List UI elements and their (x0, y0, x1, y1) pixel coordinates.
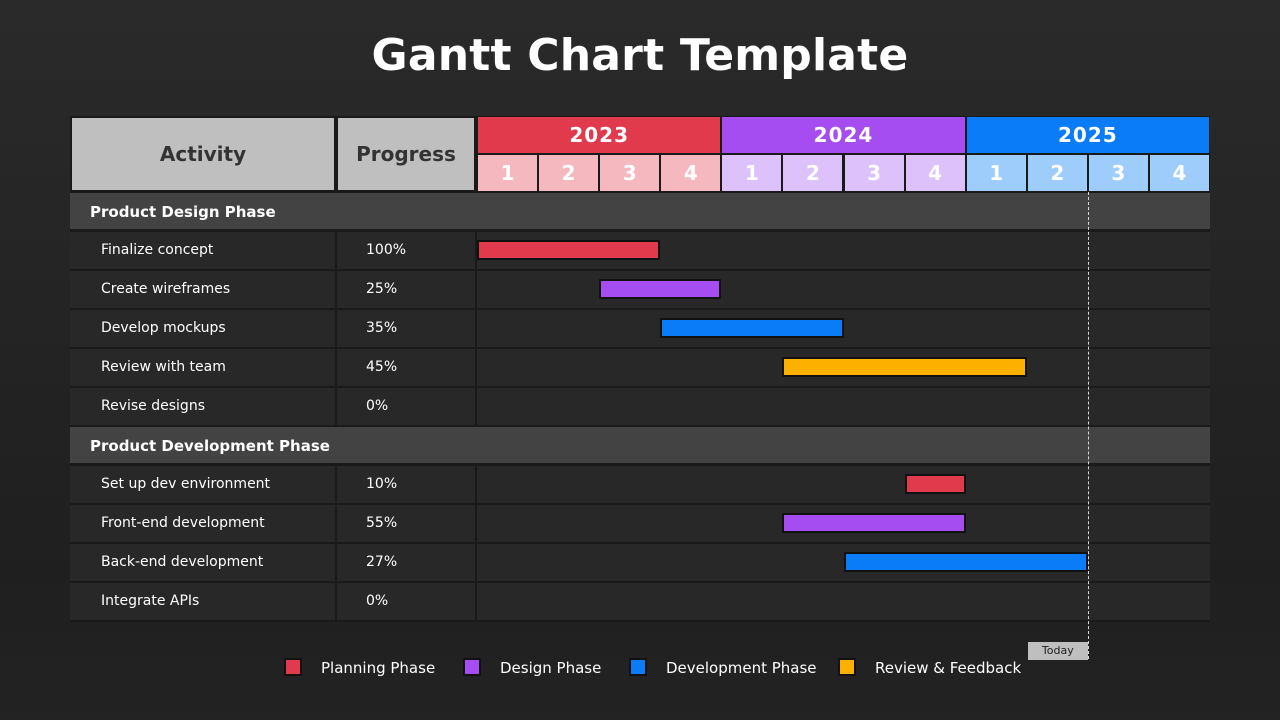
legend-label: Review & Feedback (875, 659, 1022, 677)
gantt-bar (599, 279, 722, 299)
progress-cell: 25% (337, 271, 475, 308)
activity-name: Back-end development (101, 554, 264, 570)
timeline-cell (477, 310, 1210, 347)
activity-name: Develop mockups (101, 320, 226, 336)
activity-name: Revise designs (101, 398, 205, 414)
quarter-header: 3 (843, 154, 905, 192)
progress-value: 0% (366, 398, 389, 414)
phase-label: Product Design Phase (90, 203, 276, 221)
progress-value: 0% (366, 593, 389, 609)
quarter-header: 3 (599, 154, 661, 192)
progress-cell: 0% (337, 388, 475, 425)
legend: Planning Phase Design Phase Development Ph… (0, 657, 1280, 681)
quarter-header: 2 (1026, 154, 1088, 192)
activity-cell: Finalize concept (70, 232, 335, 269)
activity-cell: Review with team (70, 349, 335, 386)
legend-swatch (284, 658, 302, 676)
progress-value: 35% (366, 320, 398, 336)
quarter-header: 2 (538, 154, 600, 192)
progress-cell: 45% (337, 349, 475, 386)
page-title: Gantt Chart Template (371, 30, 909, 81)
quarter-header: 4 (660, 154, 722, 192)
activity-column-header: Activity (70, 116, 336, 192)
today-label: Today (1027, 642, 1088, 660)
legend-label: Development Phase (666, 659, 817, 677)
progress-cell: 10% (337, 466, 475, 503)
activity-cell: Integrate APIs (70, 583, 335, 620)
phase-label: Product Development Phase (90, 437, 330, 455)
activity-cell: Back-end development (70, 544, 335, 581)
quarter-header: 1 (965, 154, 1027, 192)
activity-name: Front-end development (101, 515, 265, 531)
activity-cell: Revise designs (70, 388, 335, 425)
progress-value: 100% (366, 242, 407, 258)
timeline-cell (477, 466, 1210, 503)
progress-value: 25% (366, 281, 398, 297)
progress-value: 27% (366, 554, 398, 570)
activity-cell: Set up dev environment (70, 466, 335, 503)
gantt-bar (782, 513, 966, 533)
progress-value: 10% (366, 476, 398, 492)
gantt-bar (843, 552, 1088, 572)
timeline-cell (477, 271, 1210, 308)
progress-cell: 35% (337, 310, 475, 347)
progress-value: 55% (366, 515, 398, 531)
activity-name: Integrate APIs (101, 593, 200, 609)
year-header-1: 2024 (721, 116, 966, 154)
progress-cell: 100% (337, 232, 475, 269)
progress-cell: 0% (337, 583, 475, 620)
phase-row: Product Development Phase (70, 426, 1210, 464)
quarter-header: 3 (1087, 154, 1149, 192)
phase-row: Product Design Phase (70, 192, 1210, 230)
timeline-cell (477, 583, 1210, 620)
activity-cell: Develop mockups (70, 310, 335, 347)
activity-name: Finalize concept (101, 242, 214, 258)
gantt-bar (904, 474, 966, 494)
gantt-bar (660, 318, 844, 338)
legend-label: Design Phase (500, 659, 602, 677)
quarter-header: 1 (721, 154, 783, 192)
legend-swatch (463, 658, 481, 676)
today-marker-line (1087, 192, 1089, 659)
gantt-bar (477, 240, 661, 260)
activity-name: Review with team (101, 359, 226, 375)
legend-swatch (629, 658, 647, 676)
activity-name: Create wireframes (101, 281, 231, 297)
progress-column-header: Progress (336, 116, 476, 192)
timeline-cell (477, 388, 1210, 425)
activity-cell: Create wireframes (70, 271, 335, 308)
progress-cell: 55% (337, 505, 475, 542)
legend-label: Planning Phase (321, 659, 436, 677)
gantt-bar (782, 357, 1027, 377)
activity-cell: Front-end development (70, 505, 335, 542)
legend-swatch (838, 658, 856, 676)
quarter-header: 4 (904, 154, 966, 192)
gantt-chart: Activity Progress 2023 1 2 3 4 2024 1 2 3 4 2025 1 2… (70, 116, 1210, 659)
quarter-header: 4 (1148, 154, 1210, 192)
quarter-header: 2 (782, 154, 844, 192)
quarter-header: 1 (477, 154, 539, 192)
activity-name: Set up dev environment (101, 476, 271, 492)
progress-cell: 27% (337, 544, 475, 581)
year-header-2: 2025 (965, 116, 1210, 154)
year-header-0: 2023 (477, 116, 722, 154)
progress-value: 45% (366, 359, 398, 375)
